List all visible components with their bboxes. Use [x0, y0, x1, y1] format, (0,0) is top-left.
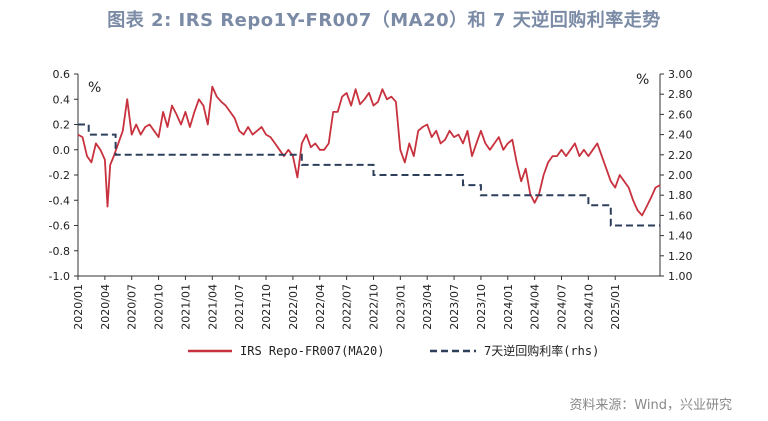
x-tick-label: 2021/07 [233, 284, 246, 330]
left-unit-label: % [88, 80, 101, 96]
x-tick-label: 2023/04 [421, 284, 434, 330]
source-note: 资料来源：Wind，兴业研究 [569, 398, 732, 413]
left-tick-label: 0.0 [53, 144, 71, 157]
right-tick-label: 2.00 [668, 169, 693, 182]
right-tick-label: 2.80 [668, 88, 693, 101]
left-tick-label: 0.4 [53, 93, 71, 106]
x-tick-label: 2020/01 [72, 284, 85, 330]
x-tick-label: 2021/10 [260, 284, 273, 330]
x-tick-label: 2023/10 [475, 284, 488, 330]
x-tick-label: 2022/07 [341, 284, 354, 330]
right-tick-label: 3.00 [668, 68, 693, 81]
x-tick-label: 2025/01 [609, 284, 622, 330]
x-tick-label: 2020/04 [99, 284, 112, 330]
x-tick-label: 2021/01 [179, 284, 192, 330]
x-tick-label: 2020/07 [126, 284, 139, 330]
right-tick-label: 1.00 [668, 270, 693, 283]
left-tick-label: -0.4 [49, 194, 70, 207]
x-tick-label: 2022/01 [287, 284, 300, 330]
left-tick-label: -0.8 [49, 245, 70, 258]
series-reverse-repo-line [78, 123, 660, 227]
axes-layer: 0.6 0.4 0.2 0.0 -0.2 -0.4 -0.6 -0.8 -1.0 3.00 2.80… [49, 68, 693, 330]
legend: IRS Repo-FR007(MA20) 7天逆回购利率(rhs) [188, 343, 599, 358]
left-tick-label: 0.2 [53, 119, 71, 132]
x-tick-label: 2022/04 [314, 284, 327, 330]
legend-label-irs: IRS Repo-FR007(MA20) [240, 344, 385, 358]
right-tick-label: 1.80 [668, 189, 693, 202]
x-tick-label: 2024/04 [529, 284, 542, 330]
right-tick-label: 2.20 [668, 149, 693, 162]
x-tick-label: 2021/04 [206, 284, 219, 330]
x-tick-label: 2024/10 [582, 284, 595, 330]
x-tick-label: 2020/10 [153, 284, 166, 330]
left-tick-label: -1.0 [49, 270, 70, 283]
right-tick-label: 1.40 [668, 230, 693, 243]
right-tick-label: 2.40 [668, 129, 693, 142]
series-irs-line [77, 85, 661, 217]
x-tick-label: 2023/07 [448, 284, 461, 330]
left-tick-label: 0.6 [53, 68, 71, 81]
right-tick-label: 2.60 [668, 108, 693, 121]
series-layer [77, 85, 661, 227]
left-tick-label: -0.2 [49, 169, 70, 182]
left-tick-label: -0.6 [49, 220, 70, 233]
legend-label-repo: 7天逆回购利率(rhs) [484, 343, 599, 358]
right-tick-label: 1.60 [668, 209, 693, 222]
x-tick-label: 2022/10 [367, 284, 380, 330]
right-tick-label: 1.20 [668, 250, 693, 263]
x-tick-label: 2024/01 [502, 284, 515, 330]
x-tick-label: 2023/01 [394, 284, 407, 330]
x-tick-label: 2024/07 [556, 284, 569, 330]
right-unit-label: % [636, 72, 649, 88]
chart-title: 图表 2: IRS Repo1Y-FR007（MA20）和 7 天逆回购利率走势 [107, 10, 661, 31]
